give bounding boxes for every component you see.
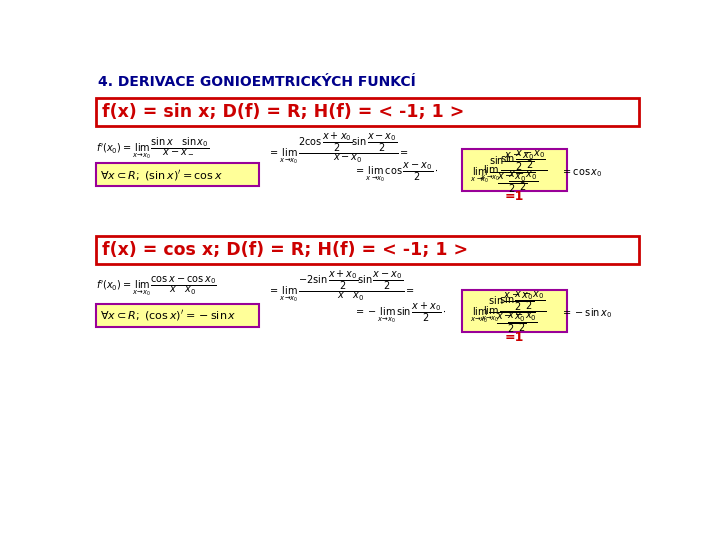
Text: $\lim_{x \to x_0} \dfrac{\sin\dfrac{x - x_0}{2}}{\dfrac{x - x_0}{2}}$: $\lim_{x \to x_0} \dfrac{\sin\dfrac{x - …	[481, 289, 546, 334]
Text: $= \lim_{x \to x_0} \dfrac{2\cos\dfrac{x + x_0}{2}\sin\dfrac{x - x_0}{2}}{x - x_: $= \lim_{x \to x_0} \dfrac{2\cos\dfrac{x…	[269, 130, 409, 166]
Text: $\lim_{x \;\to x_0} \dfrac{\sin\dfrac{x - x_0}{2}}{\dfrac{x - x_0}{2}}$: $\lim_{x \;\to x_0} \dfrac{\sin\dfrac{x …	[480, 148, 547, 193]
Text: $= \cos x_0$: $= \cos x_0$	[561, 167, 603, 179]
Text: $f'(x_0) = \lim_{x \to x_0} \dfrac{\cos x - \cos x_0}{x \quad x_0}$: $f'(x_0) = \lim_{x \to x_0} \dfrac{\cos …	[96, 275, 217, 299]
FancyBboxPatch shape	[96, 236, 639, 264]
Text: $= -\lim_{x \to x_0} \sin\dfrac{x + x_0}{2} \cdot$: $= -\lim_{x \to x_0} \sin\dfrac{x + x_0}…	[354, 300, 446, 325]
FancyBboxPatch shape	[96, 98, 639, 126]
Text: $= \lim_{x \;\to\! x_0} \cos\dfrac{x - x_0}{2} \cdot$: $= \lim_{x \;\to\! x_0} \cos\dfrac{x - x…	[354, 161, 438, 185]
Text: $= -\sin x_0$: $= -\sin x_0$	[561, 306, 612, 320]
FancyBboxPatch shape	[96, 164, 259, 186]
FancyBboxPatch shape	[462, 148, 567, 191]
Text: f(x) = sin x; D(f) = R; H(f) = < -1; 1 >: f(x) = sin x; D(f) = R; H(f) = < -1; 1 >	[102, 103, 464, 121]
Text: f(x) = cos x; D(f) = R; H(f) = < -1; 1 >: f(x) = cos x; D(f) = R; H(f) = < -1; 1 >	[102, 241, 468, 259]
Text: $= \lim_{x \to x_0} \dfrac{-2\sin\dfrac{x + x_0}{2}\sin\dfrac{x - x_0}{2}}{x \qu: $= \lim_{x \to x_0} \dfrac{-2\sin\dfrac{…	[269, 268, 415, 305]
Text: $\forall x \subset R;\;(\sin x)' = \cos x$: $\forall x \subset R;\;(\sin x)' = \cos …	[100, 168, 223, 182]
Text: $f'(x_0) = \lim_{x \to x_0} \dfrac{\sin x \quad \sin x_0}{x - x_-}$: $f'(x_0) = \lim_{x \to x_0} \dfrac{\sin …	[96, 135, 210, 161]
Text: $\lim_{x \;\to\! x_0} \dfrac{\sin\dfrac{x - x_0}{2}}{\dfrac{x - x_0}{2}}$: $\lim_{x \;\to\! x_0} \dfrac{\sin\dfrac{…	[469, 150, 536, 195]
Text: 4. DERIVACE GONIOEMTRICKÝCH FUNKCÍ: 4. DERIVACE GONIOEMTRICKÝCH FUNKCÍ	[98, 75, 415, 89]
FancyBboxPatch shape	[96, 303, 259, 327]
FancyBboxPatch shape	[462, 289, 567, 332]
Text: $\lim_{x \to x_0} \dfrac{\sin\dfrac{x - x_0}{2}}{\dfrac{x - x_0}{2}}$: $\lim_{x \to x_0} \dfrac{\sin\dfrac{x - …	[469, 291, 535, 335]
Text: =1: =1	[504, 331, 523, 344]
Text: =1: =1	[504, 190, 523, 203]
Text: $\forall x \subset R;\;(\cos x)' = -\sin x$: $\forall x \subset R;\;(\cos x)' = -\sin…	[100, 308, 237, 322]
